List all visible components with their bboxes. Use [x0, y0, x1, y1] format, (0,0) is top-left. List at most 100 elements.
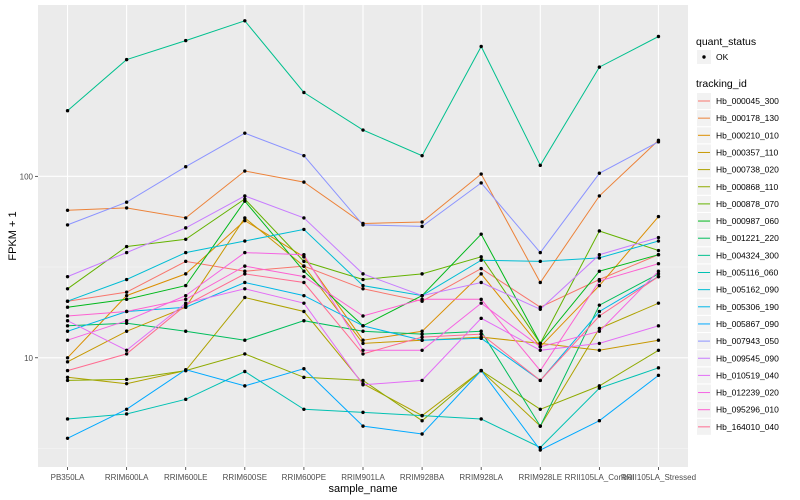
data-point: [124, 250, 129, 255]
data-point: [420, 297, 424, 302]
data-point: [597, 329, 602, 333]
y-axis-title: FPKM + 1: [7, 211, 19, 260]
data-point: [538, 348, 542, 352]
data-point: [65, 274, 70, 279]
legend-tracking-label: Hb_009545_090: [716, 353, 779, 363]
y-tick-label: 10: [24, 354, 33, 363]
data-point: [184, 303, 188, 307]
data-point: [184, 250, 188, 255]
data-point: [656, 34, 661, 39]
data-point: [184, 297, 188, 302]
data-point: [538, 307, 542, 312]
data-point: [479, 181, 483, 185]
data-point: [124, 352, 129, 356]
data-point: [420, 413, 424, 418]
data-point: [65, 299, 70, 303]
data-point: [65, 368, 70, 373]
data-point: [479, 417, 483, 421]
data-point: [65, 338, 70, 342]
data-point: [302, 216, 306, 220]
data-point: [65, 287, 70, 291]
data-point: [361, 378, 365, 383]
legend-tracking-title: tracking_id: [696, 78, 747, 90]
data-point: [656, 239, 661, 243]
legend-tracking-label: Hb_005867_090: [716, 319, 779, 329]
data-point: [656, 373, 661, 378]
data-point: [597, 418, 602, 423]
data-point: [302, 264, 306, 268]
data-point: [243, 338, 247, 342]
data-point: [302, 227, 306, 232]
legend-tracking-label: Hb_007943_050: [716, 336, 779, 346]
data-point: [420, 332, 424, 336]
data-point: [597, 314, 602, 318]
data-point: [656, 252, 661, 257]
data-point: [302, 407, 306, 411]
data-point: [597, 171, 602, 175]
data-point: [243, 218, 247, 223]
data-point: [538, 280, 542, 285]
data-point: [420, 293, 424, 298]
data-point: [479, 301, 483, 305]
data-point: [184, 259, 188, 264]
data-point: [361, 128, 365, 132]
legend-point-marker: [702, 55, 706, 59]
data-point: [479, 280, 483, 285]
legend-tracking-label: Hb_000178_130: [716, 113, 779, 123]
data-point: [124, 319, 129, 323]
data-point: [479, 297, 483, 302]
legend-tracking-label: Hb_000738_020: [716, 165, 779, 175]
data-point: [65, 356, 70, 360]
data-point: [302, 280, 306, 285]
data-point: [597, 229, 602, 233]
data-point: [124, 290, 129, 294]
data-point: [597, 386, 602, 390]
data-point: [65, 436, 70, 440]
data-point: [597, 303, 602, 307]
data-point: [597, 194, 602, 198]
data-point: [656, 272, 661, 276]
data-point: [538, 250, 542, 255]
x-tick-label: RRIM600LE: [164, 473, 208, 482]
data-point: [361, 348, 365, 352]
legend-tracking-label: Hb_010519_040: [716, 370, 779, 380]
x-tick-label: RRII105LA_Stressed: [621, 473, 696, 482]
x-tick-label: PB350LA: [51, 473, 85, 482]
data-point: [597, 341, 602, 346]
data-point: [656, 140, 661, 144]
x-tick-label: RRIM928BA: [400, 473, 445, 482]
series-points: [65, 19, 661, 452]
data-point: [361, 338, 365, 342]
y-axis: 10 100: [20, 172, 38, 363]
data-point: [302, 319, 306, 323]
data-point: [538, 345, 542, 349]
data-point: [124, 377, 129, 382]
legend-quant-status: quant_status OK: [696, 36, 756, 64]
data-point: [597, 252, 602, 257]
legend-tracking-label: Hb_005306_190: [716, 302, 779, 312]
data-point: [184, 329, 188, 333]
data-point: [538, 407, 542, 411]
data-point: [65, 208, 70, 212]
legend-tracking-label: Hb_164010_040: [716, 422, 779, 432]
data-point: [184, 293, 188, 298]
data-point: [243, 194, 247, 198]
legend-tracking-label: Hb_004324_300: [716, 250, 779, 260]
legend-quant-title: quant_status: [696, 36, 756, 48]
data-point: [65, 324, 70, 328]
data-point: [124, 412, 129, 416]
data-point: [597, 65, 602, 69]
data-point: [420, 220, 424, 224]
data-point: [656, 324, 661, 328]
data-point: [124, 381, 129, 386]
data-point: [302, 269, 306, 273]
x-tick-label: RRIM928LA: [459, 473, 503, 482]
legend-tracking-label: Hb_000357_110: [716, 147, 779, 157]
data-point: [124, 244, 129, 249]
data-point: [656, 348, 661, 352]
data-point: [243, 250, 247, 255]
data-point: [124, 309, 129, 314]
data-point: [538, 448, 542, 452]
data-point: [243, 287, 247, 291]
